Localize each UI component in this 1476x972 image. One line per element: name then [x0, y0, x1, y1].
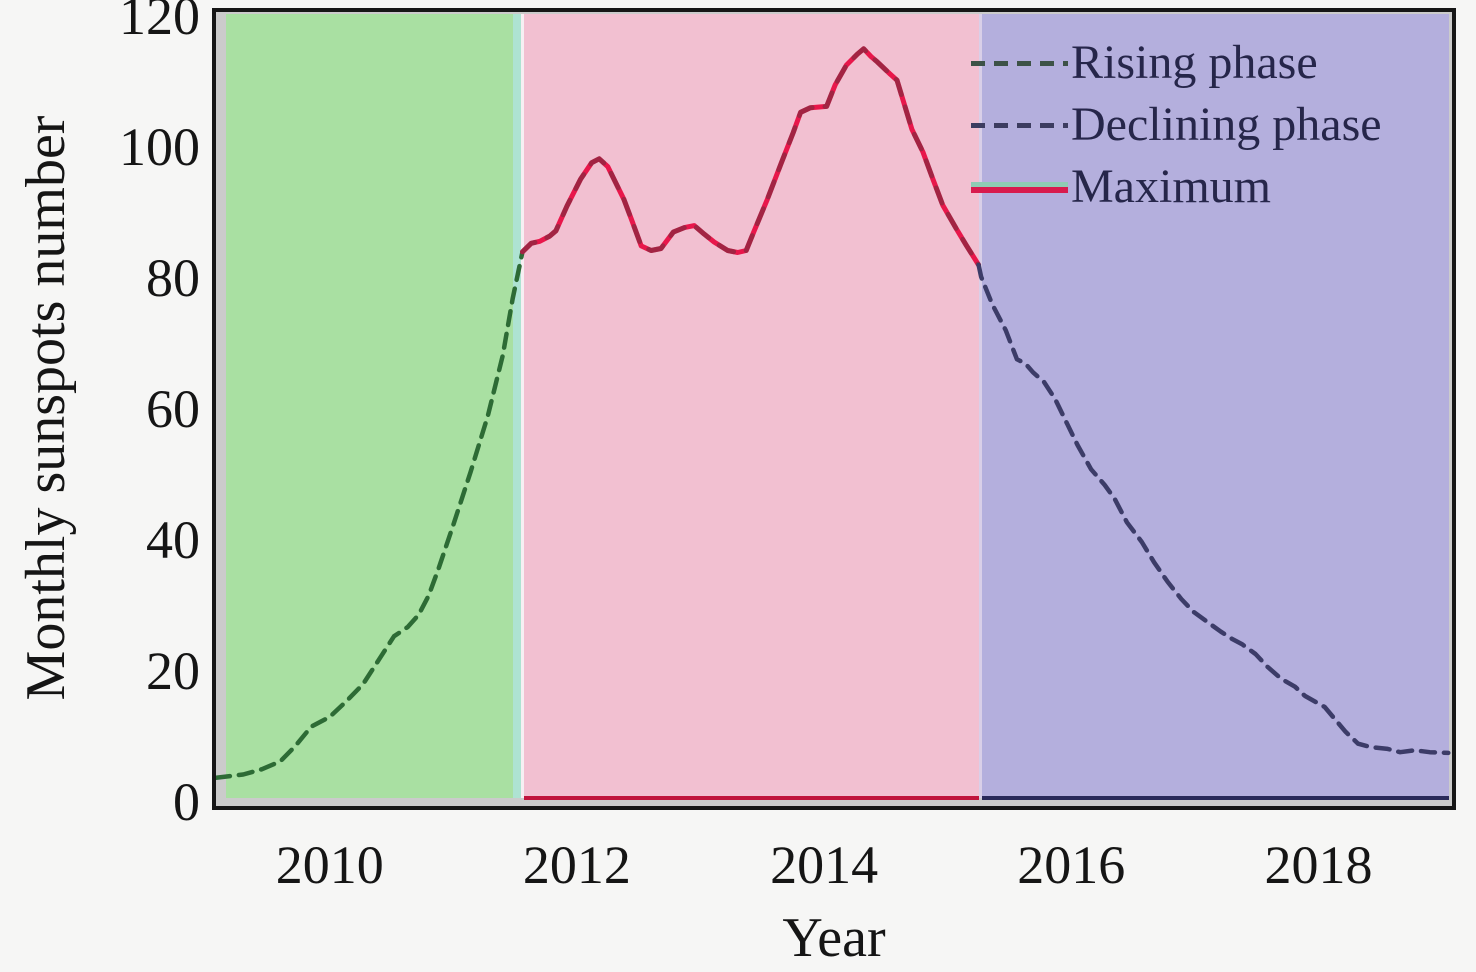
y-tick-label: 40	[146, 510, 200, 570]
x-tick-label: 2010	[275, 835, 384, 895]
maximum-line-overlay	[520, 46, 982, 268]
legend-label: Declining phase	[1071, 98, 1382, 151]
boundary-lavender-line	[978, 14, 983, 798]
declining-phase-line	[976, 262, 1451, 756]
curves-layer	[216, 46, 1451, 781]
y-tick-label: 20	[146, 641, 200, 701]
plot-area: Rising phase Declining phase Maximum	[212, 8, 1456, 810]
declining-baseline	[982, 796, 1449, 800]
maximum-baseline	[523, 796, 979, 800]
legend-item-declining-phase: Declining phase	[971, 94, 1382, 156]
y-tick-label: 100	[119, 117, 200, 177]
rising-phase-region	[226, 14, 513, 798]
plot-inner: Rising phase Declining phase Maximum	[216, 12, 1452, 806]
y-tick-label: 60	[146, 379, 200, 439]
declining-phase-legend-line-icon	[971, 122, 1068, 128]
y-axis-title: Monthly sunspots number	[15, 115, 77, 701]
legend-label: Rising phase	[1071, 36, 1318, 89]
x-tick-label: 2016	[1017, 835, 1126, 895]
y-tick-label: 120	[119, 0, 200, 46]
x-tick-label: 2018	[1264, 835, 1373, 895]
maximum-line	[520, 46, 982, 268]
legend-item-maximum: Maximum	[971, 156, 1382, 218]
y-tick-label: 0	[173, 772, 200, 832]
legend-label: Maximum	[1071, 160, 1271, 213]
x-tick-label: 2012	[522, 835, 631, 895]
rising-phase-line	[216, 249, 525, 781]
maximum-phase-region	[523, 14, 979, 798]
maximum-legend-line-icon	[971, 181, 1068, 193]
boundary-teal-strip	[512, 14, 521, 798]
rising-phase-legend-line-icon	[971, 60, 1068, 66]
legend-item-rising-phase: Rising phase	[971, 32, 1382, 94]
boundary-white-line	[520, 14, 524, 798]
y-tick-label: 80	[146, 248, 200, 308]
x-axis-title: Year	[782, 907, 886, 969]
x-tick-label: 2014	[770, 835, 879, 895]
legend: Rising phase Declining phase Maximum	[971, 32, 1382, 218]
